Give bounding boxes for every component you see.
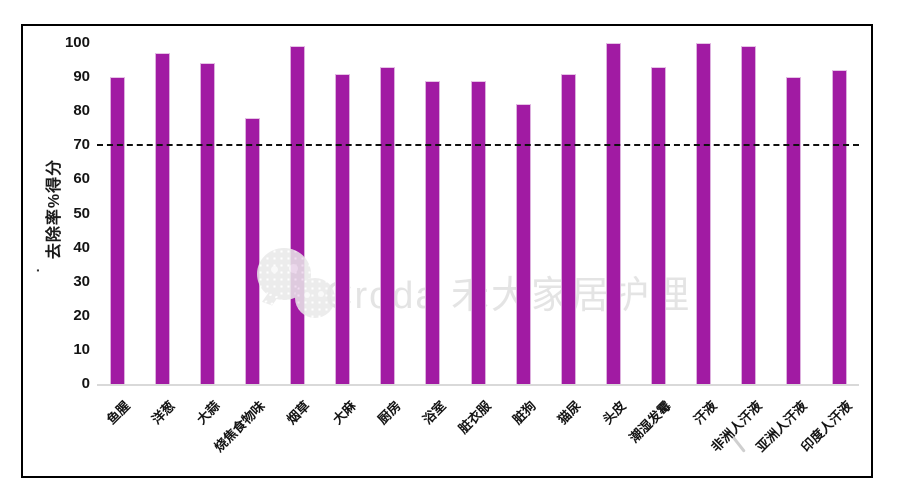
y-tick-label: 30 [73, 272, 90, 290]
y-tick-label: 50 [73, 204, 90, 222]
y-axis-title-text: 去除率%得分 [46, 158, 63, 260]
bar-11 [560, 73, 576, 384]
bar-17 [831, 70, 847, 384]
bar-2 [154, 53, 170, 384]
bar-6 [335, 73, 351, 384]
bar-14 [696, 43, 712, 384]
y-tick-label: 40 [73, 238, 90, 256]
x-tick-label: 厨房 [374, 398, 404, 428]
x-axis-line [97, 384, 859, 386]
bar-5 [290, 46, 305, 384]
bar-1 [109, 77, 125, 384]
y-axis-title-clipped-fragment: · [29, 267, 46, 273]
y-tick-label: 10 [73, 340, 90, 358]
x-tick-label: 头皮 [600, 398, 630, 428]
bar-9 [470, 80, 486, 384]
x-tick-label: 猫尿 [554, 398, 584, 428]
y-tick-label: 0 [81, 375, 90, 392]
bar-16 [786, 77, 802, 384]
reference-line-70 [97, 144, 859, 147]
bar-13 [651, 66, 666, 384]
x-tick-label: 潮湿发霉 [626, 398, 675, 446]
x-tick-label: 脏狗 [509, 398, 539, 428]
x-tick-label: 浴室 [419, 398, 449, 428]
bar-4 [244, 118, 260, 384]
x-tick-label: 大蒜 [193, 398, 223, 428]
x-tick-label: 脏衣服 [455, 398, 494, 437]
bar-7 [380, 66, 396, 384]
y-tick-label: 100 [64, 34, 90, 51]
bar-10 [515, 104, 531, 384]
x-tick-label: 烟草 [284, 398, 314, 428]
wechat-bubble-small [295, 278, 335, 318]
y-tick-label: 20 [73, 306, 90, 324]
bar-3 [199, 63, 215, 384]
wechat-icon [257, 248, 339, 328]
x-tick-label: 汗液 [690, 398, 720, 428]
y-tick-label: 70 [73, 136, 90, 154]
bar-12 [605, 43, 621, 384]
plot-area: 0 10 20 30 40 50 60 70 80 90 100 鱼腥 洋葱 大蒜 烧焦食物味 烟草 大麻 厨房浴… [23, 26, 871, 476]
x-tick-label: 鱼腥 [103, 398, 133, 428]
chart-frame: 去除率%得分 · Croda 禾大家居护理 0 10 20 30 40 50 60 70 80 9… [21, 24, 873, 478]
x-tick-label: 大麻 [329, 398, 359, 428]
x-tick-label: 洋葱 [148, 398, 178, 428]
y-tick-label: 80 [73, 102, 90, 120]
y-tick-label: 60 [73, 170, 90, 188]
bar-15 [741, 46, 757, 384]
y-tick-label: 90 [73, 68, 90, 86]
bar-8 [425, 80, 441, 384]
